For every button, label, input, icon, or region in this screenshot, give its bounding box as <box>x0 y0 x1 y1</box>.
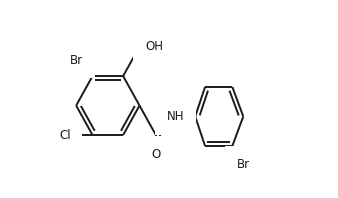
Text: Cl: Cl <box>59 129 71 142</box>
Text: O: O <box>151 148 161 161</box>
Text: OH: OH <box>145 40 163 53</box>
Text: Br: Br <box>70 53 83 67</box>
Text: Br: Br <box>237 158 250 171</box>
Text: NH: NH <box>167 110 184 123</box>
